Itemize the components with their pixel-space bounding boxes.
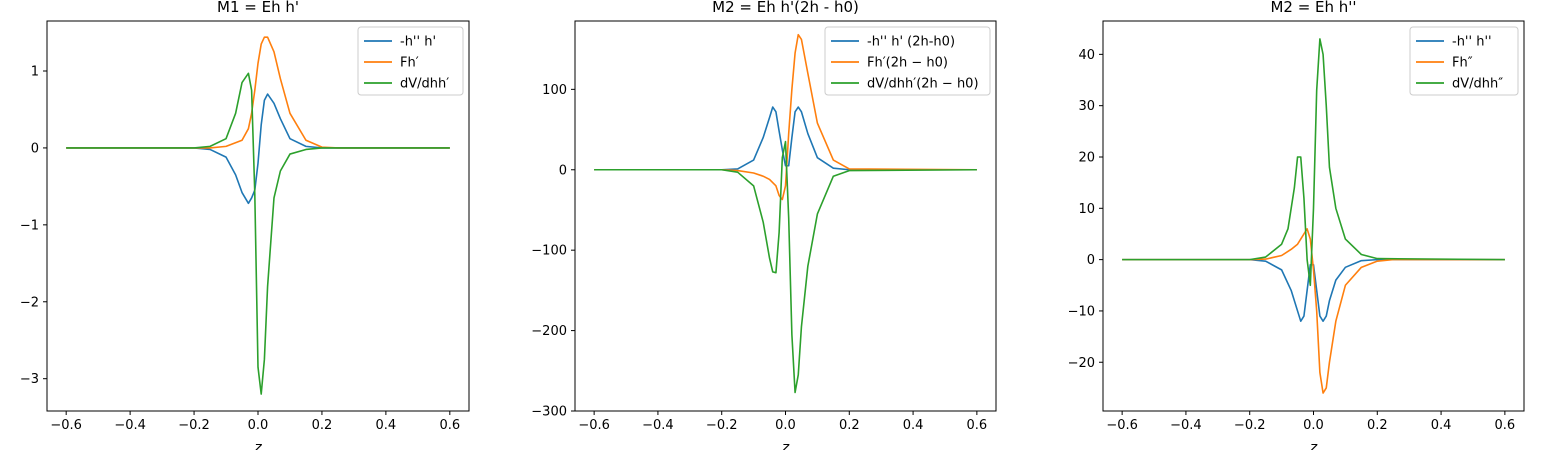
x-tick-label: −0.2 [706, 418, 738, 433]
chart-panel-2: M2 = Eh h'(2h - h0) −0.6 −0.4 −0.2 0.0 0.2 0.4… [531, 0, 997, 450]
y-tick-label: 0 [31, 141, 39, 156]
legend-label-3: dV/dhh′(2h − h0) [867, 77, 979, 92]
x-tick-label: 0.6 [1495, 418, 1516, 433]
series-line-2 [594, 33, 977, 201]
x-tick-label: 0.6 [967, 418, 988, 433]
legend-box [824, 26, 991, 96]
x-axis-label: z [253, 440, 262, 450]
y-tick-label: −2 [20, 295, 39, 310]
legend-label-2: Fh″ [1452, 56, 1473, 71]
chart-title: M2 = Eh h'(2h - h0) [712, 0, 859, 16]
y-tick-label: 30 [1078, 99, 1095, 114]
y-tick-label: 1 [31, 65, 39, 80]
x-tick-label: −0.4 [1170, 418, 1202, 433]
x-tick-label: −0.4 [642, 418, 674, 433]
x-tick-label: −0.6 [1106, 418, 1138, 433]
legend-box [357, 26, 464, 96]
series-line-3 [66, 72, 450, 395]
legend-label-1: -h'' h' [400, 35, 436, 50]
x-tick-label: 0.0 [1303, 418, 1324, 433]
y-tick-label: 20 [1078, 150, 1095, 165]
legend: -h'' h' (2h-h0) Fh′(2h − h0) dV/dhh′(2h − … [824, 26, 991, 96]
legend-label-2: Fh′ [400, 56, 419, 71]
chart-panel-1: M1 = Eh h' −0.6 −0.4 −0.2 0.0 0.2 0.4 0.6 −3 −2 −1… [20, 0, 470, 450]
x-tick-label: 0.6 [439, 418, 460, 433]
x-tick-label: 0.4 [1431, 418, 1452, 433]
x-tick-label: 0.4 [376, 418, 397, 433]
series-line-3 [1122, 38, 1505, 287]
y-tick-label: −100 [531, 244, 567, 259]
x-tick-label: −0.2 [1234, 418, 1266, 433]
legend-label-3: dV/dhh″ [1452, 77, 1503, 92]
legend: -h'' h'' Fh″ dV/dhh″ [1409, 26, 1519, 96]
y-tick-label: −300 [531, 405, 567, 420]
y-tick-label: −10 [1068, 304, 1095, 319]
legend-box [1409, 26, 1519, 96]
y-tick-label: 0 [1087, 253, 1095, 268]
y-tick-label: −3 [20, 372, 39, 387]
x-axis-label: z [781, 440, 790, 450]
x-axis-label: z [1309, 440, 1318, 450]
y-tick-label: −200 [531, 324, 567, 339]
x-tick-label: 0.0 [775, 418, 796, 433]
series-line-2 [66, 36, 450, 149]
series-line-1 [594, 106, 977, 171]
legend-label-1: -h'' h'' [1452, 35, 1492, 50]
series-line-2 [1122, 228, 1505, 394]
y-tick-label: −1 [20, 218, 39, 233]
x-tick-label: 0.2 [839, 418, 860, 433]
y-tick-label: 100 [542, 83, 567, 98]
chart-title: M2 = Eh h'' [1270, 0, 1356, 16]
x-tick-label: 0.0 [248, 418, 269, 433]
y-tick-label: 0 [559, 163, 567, 178]
chart-panel-3: M2 = Eh h'' −0.6 −0.4 −0.2 0.0 0.2 0.4 0.6 −20 −1… [1068, 0, 1525, 450]
legend-label-1: -h'' h' (2h-h0) [867, 35, 955, 50]
series-line-3 [594, 140, 977, 394]
x-tick-label: −0.6 [578, 418, 610, 433]
x-tick-label: 0.2 [312, 418, 333, 433]
x-tick-label: 0.4 [903, 418, 924, 433]
x-tick-label: −0.4 [114, 418, 146, 433]
y-tick-label: 10 [1078, 202, 1095, 217]
legend-label-2: Fh′(2h − h0) [867, 56, 948, 71]
x-tick-label: 0.2 [1367, 418, 1388, 433]
series-line-1 [66, 93, 450, 205]
legend-label-3: dV/dhh′ [400, 77, 449, 92]
y-tick-label: 40 [1078, 48, 1095, 63]
x-tick-label: −0.2 [178, 418, 210, 433]
y-tick-label: −20 [1068, 356, 1095, 371]
chart-title: M1 = Eh h' [217, 0, 299, 16]
x-tick-label: −0.6 [50, 418, 82, 433]
legend: -h'' h' Fh′ dV/dhh′ [357, 26, 464, 96]
